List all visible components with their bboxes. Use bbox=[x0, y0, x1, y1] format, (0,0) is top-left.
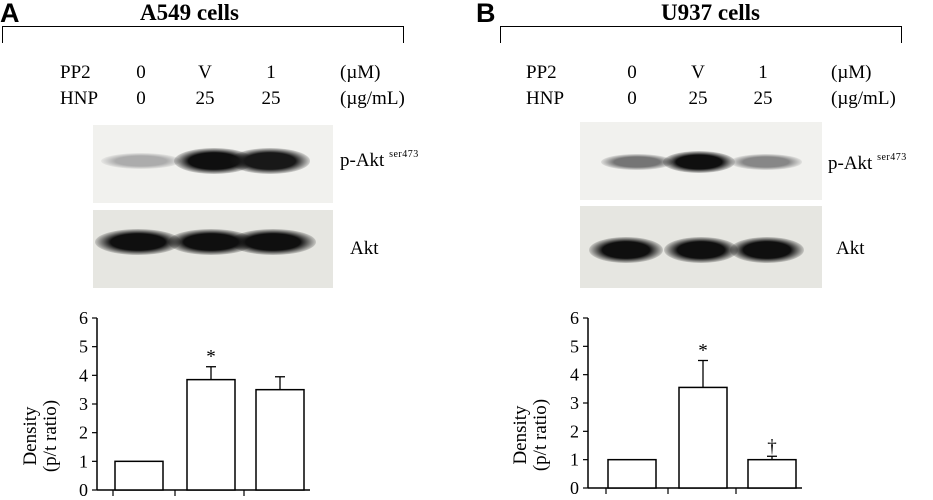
y-tick-label: 1 bbox=[79, 451, 88, 471]
hnp-unit: (µg/mL) bbox=[831, 88, 896, 109]
panel-title: A549 cells bbox=[140, 0, 240, 25]
density-chart-a: 0 1 2 3 4 5 6 Density(p/t ratio) * bbox=[20, 308, 310, 500]
y-tick-label: 6 bbox=[79, 308, 88, 328]
panel-letter: A bbox=[0, 0, 20, 28]
y-tick-label: 2 bbox=[79, 423, 88, 443]
pp2-unit: (µM) bbox=[340, 62, 381, 83]
y-tick-label: 5 bbox=[570, 336, 579, 356]
hnp-value-lane-1: 0 bbox=[627, 88, 637, 109]
pp2-label: PP2 bbox=[60, 62, 91, 83]
title-bracket bbox=[2, 26, 404, 43]
blot-upper-label: p-Akt ser473 bbox=[828, 151, 907, 175]
y-axis-label-line: Density bbox=[510, 405, 531, 465]
blot-band bbox=[589, 237, 663, 263]
blot-lower-label: Akt bbox=[350, 238, 379, 259]
pp2-label: PP2 bbox=[526, 62, 557, 83]
hnp-label: HNP bbox=[60, 88, 99, 109]
blot-band bbox=[664, 237, 738, 263]
panel-letter: B bbox=[476, 0, 496, 28]
blot-upper-label: p-Akt ser473 bbox=[340, 148, 419, 172]
pp2-value-lane-3: 1 bbox=[266, 62, 276, 83]
blot-band bbox=[663, 151, 735, 173]
panel-title: U937 cells bbox=[661, 0, 761, 25]
bar bbox=[747, 458, 797, 489]
significance-mark: * bbox=[698, 341, 708, 362]
pp2-unit: (µM) bbox=[831, 62, 872, 83]
panel-a: A A549 cells PP2 HNP 0 V 1 0 25 25 (µM) … bbox=[0, 0, 466, 500]
bar bbox=[255, 388, 305, 491]
y-tick-label: 4 bbox=[570, 365, 579, 385]
pp2-value-lane-1: 0 bbox=[627, 62, 637, 83]
blot-upper bbox=[93, 125, 333, 203]
hnp-unit: (µg/mL) bbox=[340, 88, 405, 109]
y-axis-label-line: (p/t ratio) bbox=[40, 400, 61, 472]
y-axis-label: Density(p/t ratio) bbox=[20, 400, 61, 472]
y-axis-label-line: Density bbox=[20, 406, 41, 466]
hnp-value-lane-2: 25 bbox=[688, 88, 708, 109]
hnp-label: HNP bbox=[526, 88, 565, 109]
y-tick-label: 6 bbox=[570, 308, 579, 328]
y-axis-label-line: (p/t ratio) bbox=[530, 399, 551, 471]
blot-band bbox=[601, 153, 673, 171]
blot-band bbox=[730, 154, 802, 170]
hnp-value-lane-2: 25 bbox=[195, 88, 215, 109]
pp2-value-lane-1: 0 bbox=[136, 62, 146, 83]
pp2-value-lane-2: V bbox=[691, 62, 705, 83]
y-tick-label: 5 bbox=[79, 337, 88, 357]
y-tick-label: 1 bbox=[570, 450, 579, 470]
blot-lower bbox=[93, 210, 333, 288]
title-bracket bbox=[500, 26, 902, 43]
significance-mark: † bbox=[767, 436, 777, 457]
y-tick-label: 0 bbox=[570, 478, 579, 498]
blot-band bbox=[95, 229, 181, 255]
pp2-value-lane-2: V bbox=[198, 62, 212, 83]
bar bbox=[678, 386, 728, 489]
y-tick-label: 3 bbox=[79, 394, 88, 414]
y-axis-label: Density(p/t ratio) bbox=[510, 399, 551, 471]
blot-upper-label-text: p-Akt bbox=[340, 150, 385, 171]
blot-lower bbox=[580, 206, 822, 288]
blot-lower-label: Akt bbox=[836, 238, 865, 259]
blot-upper-superscript: ser473 bbox=[389, 148, 419, 160]
y-tick-label: 4 bbox=[79, 365, 88, 385]
hnp-value-lane-1: 0 bbox=[136, 88, 146, 109]
y-tick-label: 3 bbox=[570, 393, 579, 413]
blot-band bbox=[230, 229, 316, 255]
blot-band bbox=[101, 152, 181, 170]
bar bbox=[114, 460, 164, 491]
blot-band bbox=[730, 237, 804, 263]
blot-upper bbox=[580, 122, 822, 200]
blot-upper-superscript: ser473 bbox=[877, 151, 907, 163]
y-tick-label: 2 bbox=[570, 421, 579, 441]
hnp-value-lane-3: 25 bbox=[261, 88, 281, 109]
y-tick-label: 0 bbox=[79, 480, 88, 500]
blot-band bbox=[230, 148, 310, 174]
significance-mark: * bbox=[206, 347, 216, 368]
pp2-value-lane-3: 1 bbox=[758, 62, 768, 83]
bar bbox=[607, 458, 657, 489]
density-chart-b: 0 1 2 3 4 5 6 Density(p/t ratio) * † bbox=[510, 308, 802, 498]
hnp-value-lane-3: 25 bbox=[753, 88, 773, 109]
bar bbox=[186, 378, 236, 491]
panel-b: B U937 cells PP2 HNP 0 V 1 0 25 25 (µM) … bbox=[466, 0, 932, 500]
blot-upper-label-text: p-Akt bbox=[828, 153, 873, 174]
